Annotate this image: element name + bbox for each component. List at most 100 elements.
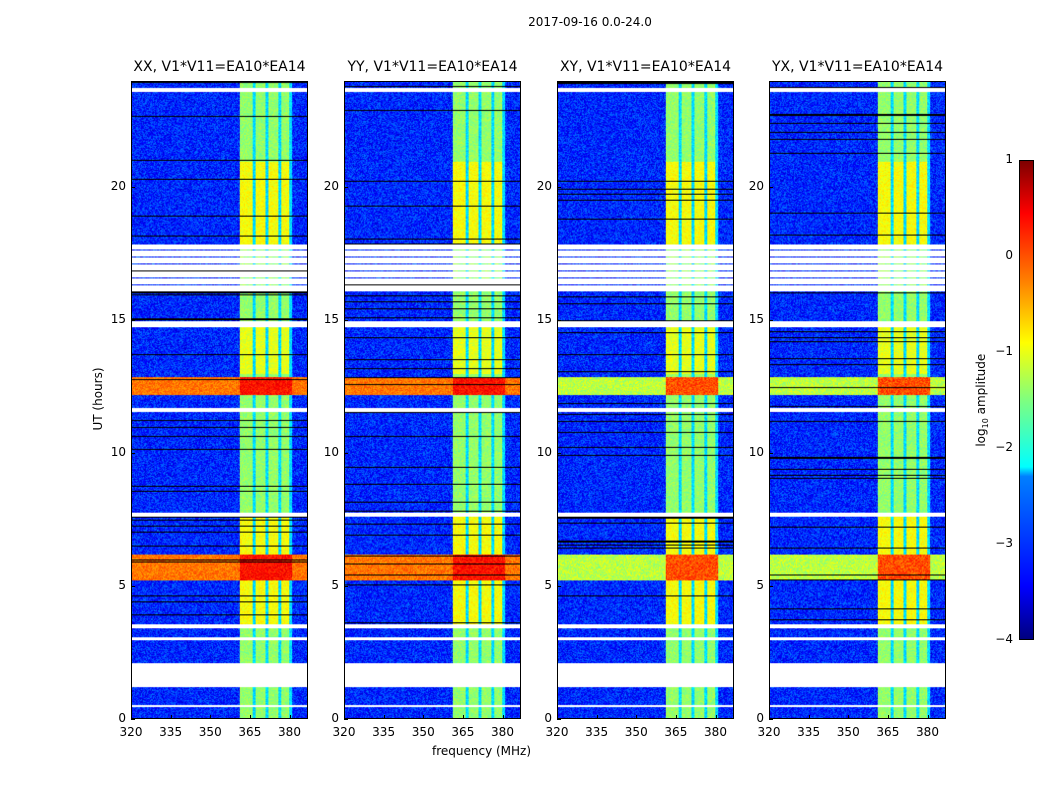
y-tick-label: 20 — [323, 179, 339, 194]
colorbar-label: log10 amplitude — [973, 353, 991, 447]
x-tick-label: 320 — [332, 725, 356, 739]
x-tick — [249, 715, 251, 719]
y-axis-label: UT (hours) — [91, 367, 105, 431]
x-tick — [502, 715, 504, 719]
x-tick — [715, 715, 717, 719]
y-tick — [344, 719, 348, 720]
x-tick — [769, 715, 770, 719]
y-tick-label: 5 — [118, 578, 126, 593]
y-tick-label: 0 — [544, 711, 552, 725]
x-tick — [557, 715, 558, 719]
y-tick-label: 10 — [323, 445, 339, 460]
y-tick — [131, 586, 135, 588]
y-tick — [769, 719, 773, 720]
y-tick-label: 5 — [544, 578, 552, 593]
colorbar-tick-label: −3 — [995, 536, 1013, 550]
heatmap-panel-yy — [344, 81, 521, 719]
x-tick — [808, 715, 810, 719]
y-tick — [769, 586, 773, 588]
y-tick-label: 5 — [756, 578, 764, 593]
y-tick-label: 20 — [748, 179, 764, 194]
x-tick-label: 335 — [159, 725, 183, 739]
x-tick-label: 320 — [545, 725, 569, 739]
colorbar-tick-label: −2 — [995, 440, 1013, 454]
x-tick — [344, 715, 345, 719]
y-tick — [769, 187, 773, 189]
y-tick — [557, 320, 561, 322]
colorbar-tick-label: 0 — [1005, 248, 1013, 262]
x-tick-label: 380 — [916, 725, 939, 739]
x-tick — [887, 715, 889, 719]
y-tick-label: 15 — [110, 312, 126, 327]
x-tick — [289, 715, 291, 719]
x-tick — [848, 715, 850, 719]
x-tick — [636, 715, 638, 719]
x-tick-label: 350 — [198, 725, 222, 739]
y-tick-label: 15 — [323, 312, 339, 327]
x-tick-label: 335 — [585, 725, 609, 739]
y-tick — [769, 320, 773, 322]
heatmap-image — [132, 82, 307, 718]
figure-title: 2017-09-16 0.0-24.0 — [528, 15, 652, 29]
y-tick-label: 20 — [110, 179, 126, 194]
heatmap-panel-xx — [131, 81, 308, 719]
x-tick-label: 350 — [624, 725, 648, 739]
y-tick-label: 10 — [110, 445, 126, 460]
x-tick — [170, 715, 172, 719]
heatmap-panel-xy — [557, 81, 734, 719]
x-tick — [210, 715, 212, 719]
heatmap-image — [770, 82, 945, 718]
x-tick — [462, 715, 464, 719]
y-tick-label: 0 — [118, 711, 126, 725]
y-tick — [557, 453, 561, 455]
panel-title: YY, V1*V11=EA10*EA14 — [347, 59, 518, 75]
y-tick — [344, 586, 348, 588]
y-tick-label: 10 — [748, 445, 764, 460]
x-tick — [596, 715, 598, 719]
y-tick-label: 20 — [536, 179, 552, 194]
heatmap-image — [558, 82, 733, 718]
x-tick-label: 350 — [836, 725, 860, 739]
y-tick-label: 10 — [536, 445, 552, 460]
y-tick — [344, 187, 348, 189]
x-tick-label: 320 — [119, 725, 143, 739]
y-tick — [344, 453, 348, 455]
y-tick — [131, 320, 135, 322]
y-tick — [344, 320, 348, 322]
x-tick-label: 335 — [372, 725, 396, 739]
heatmap-panel-yx — [769, 81, 946, 719]
y-tick — [131, 719, 135, 720]
heatmap-image — [345, 82, 520, 718]
x-tick-label: 335 — [797, 725, 821, 739]
y-tick — [557, 586, 561, 588]
panel-title: YX, V1*V11=EA10*EA14 — [771, 59, 944, 75]
x-tick-label: 380 — [704, 725, 727, 739]
y-tick-label: 0 — [331, 711, 339, 725]
panel-title: XX, V1*V11=EA10*EA14 — [133, 59, 306, 75]
panel-title: XY, V1*V11=EA10*EA14 — [559, 59, 732, 75]
colorbar-tick-label: −4 — [995, 632, 1013, 646]
x-tick-label: 365 — [238, 725, 262, 739]
y-tick-label: 5 — [331, 578, 339, 593]
y-tick — [557, 187, 561, 189]
x-tick — [927, 715, 929, 719]
y-tick-label: 15 — [536, 312, 552, 327]
colorbar-tick-label: 1 — [1005, 152, 1013, 166]
y-tick-label: 0 — [756, 711, 764, 725]
x-tick-label: 380 — [278, 725, 301, 739]
y-tick — [131, 453, 135, 455]
x-axis-label: frequency (MHz) — [432, 744, 532, 758]
x-tick — [131, 715, 132, 719]
x-tick — [675, 715, 677, 719]
x-tick — [423, 715, 425, 719]
x-tick-label: 365 — [451, 725, 475, 739]
colorbar-tick-label: −1 — [995, 344, 1013, 358]
x-tick-label: 320 — [757, 725, 781, 739]
y-tick-label: 15 — [748, 312, 764, 327]
colorbar — [1019, 160, 1034, 640]
y-tick — [769, 453, 773, 455]
x-tick-label: 380 — [491, 725, 514, 739]
x-tick — [383, 715, 385, 719]
x-tick-label: 365 — [876, 725, 900, 739]
